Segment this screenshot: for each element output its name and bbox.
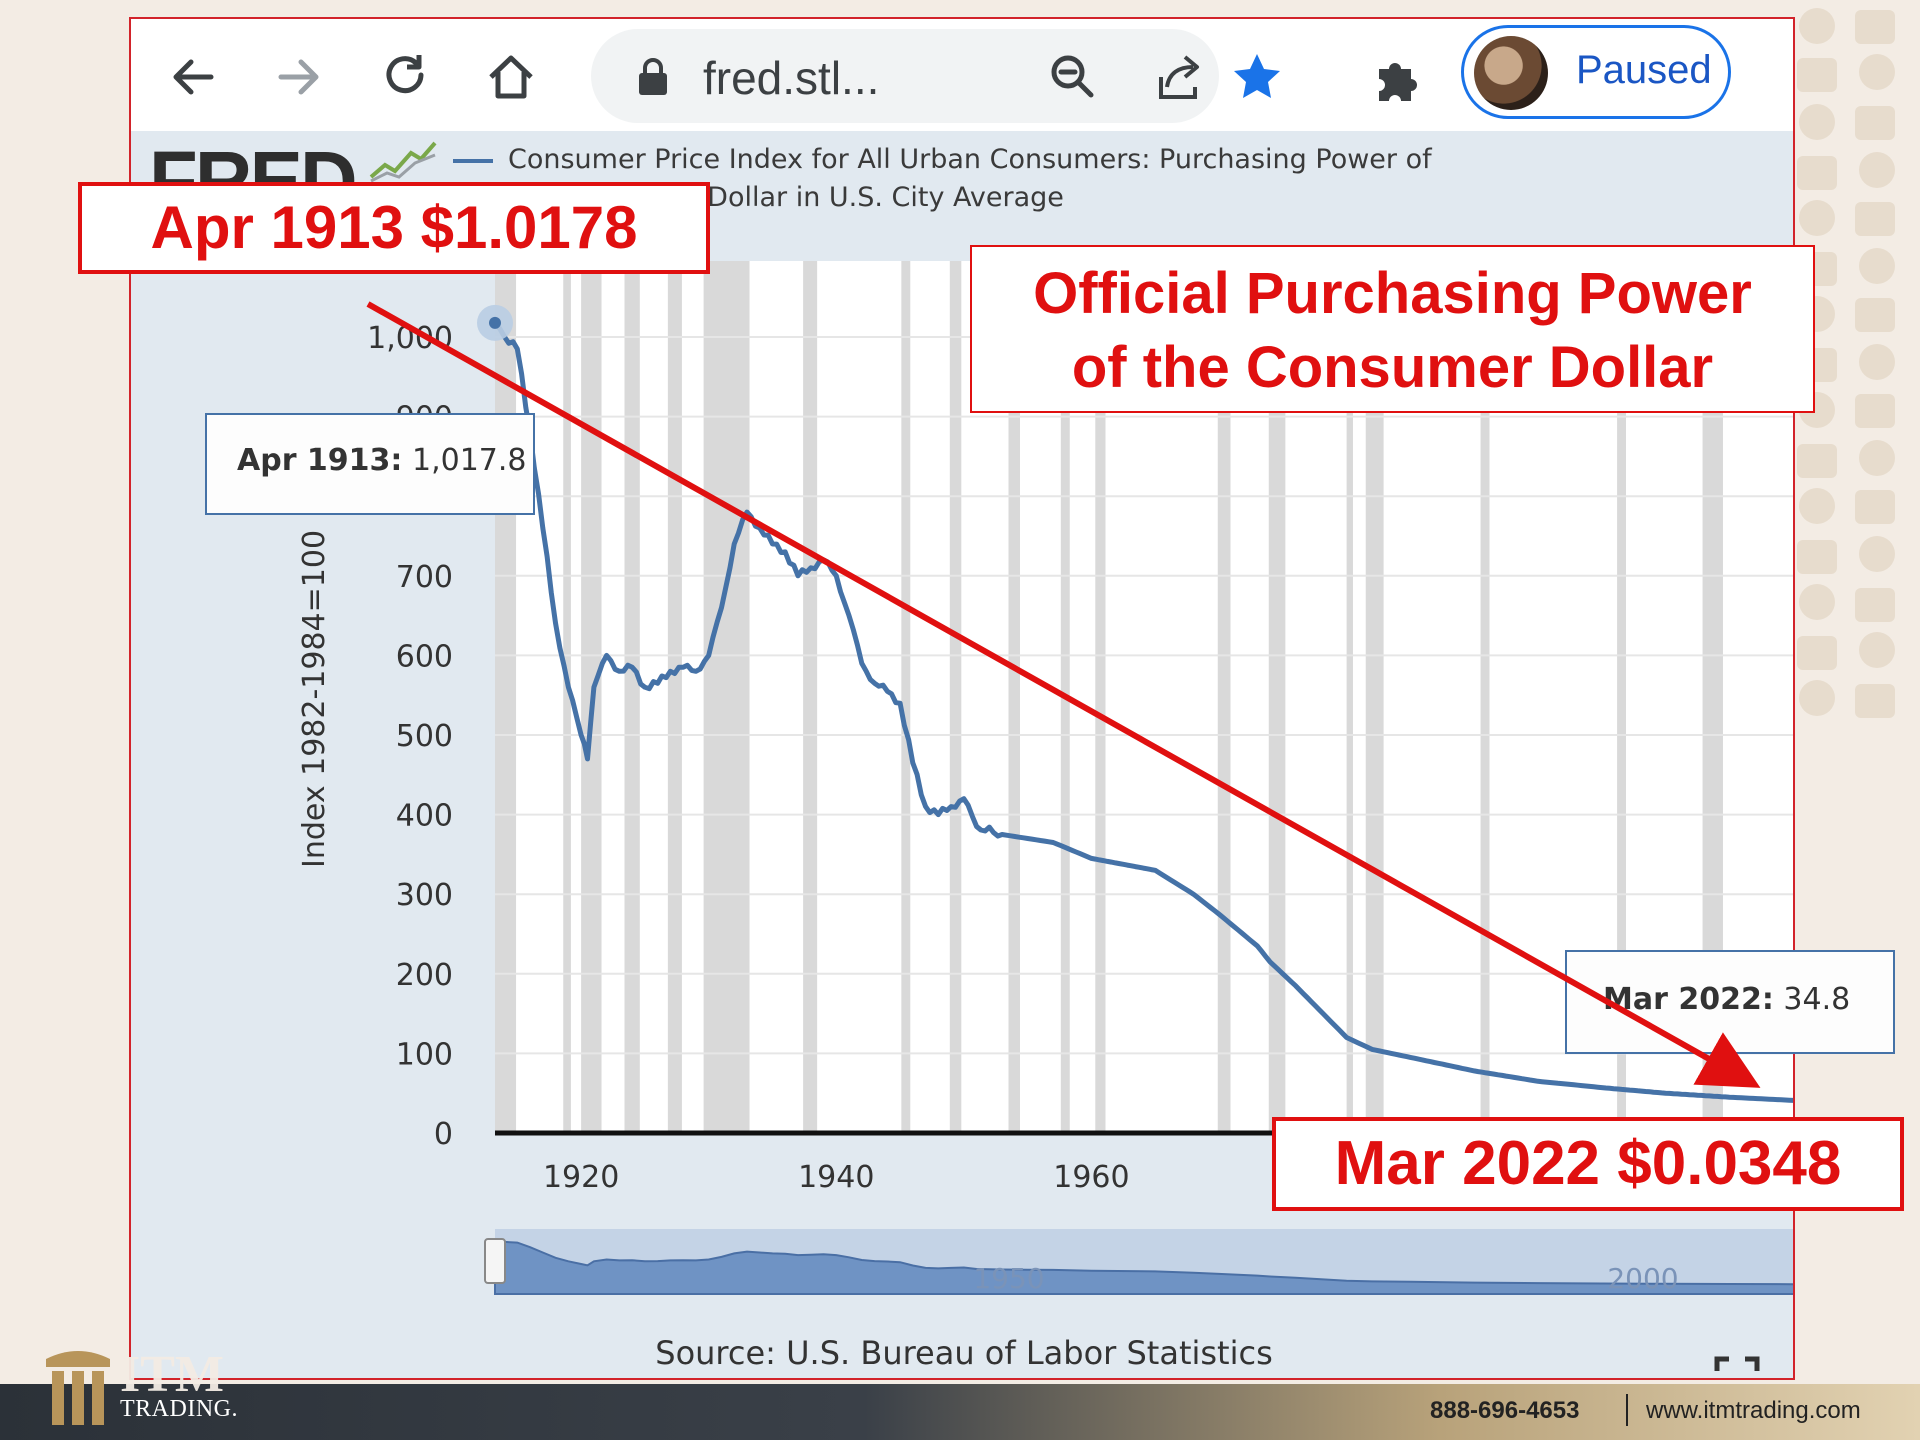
chart-source: Source: U.S. Bureau of Labor Statistics (655, 1334, 1273, 1372)
extensions-icon[interactable] (1369, 49, 1425, 105)
recession-bar (703, 261, 750, 1133)
footer-separator (1626, 1394, 1628, 1426)
legend-swatch (453, 159, 493, 163)
home-icon[interactable] (483, 49, 539, 105)
y-tick-label: 1,000 (367, 321, 453, 356)
footer-website[interactable]: www.itmtrading.com (1646, 1397, 1861, 1424)
url-text[interactable]: fred.stl... (703, 52, 880, 104)
tooltip-start-value: 1,017.8 (411, 443, 527, 478)
navigator-label: 1950 (973, 1262, 1044, 1295)
itm-brand: ITM TRADING. (120, 1346, 238, 1423)
y-tick-label: 200 (396, 958, 453, 993)
x-tick-label: 1920 (543, 1160, 619, 1195)
y-axis-label: Index 1982-1984=100 (297, 530, 332, 868)
recession-bar (495, 261, 517, 1133)
y-tick-label: 500 (396, 719, 453, 754)
recession-bar (803, 261, 818, 1133)
x-tick-label: 1960 (1053, 1160, 1129, 1195)
headline-line-1: Official Purchasing Power (1033, 261, 1752, 326)
fullscreen-icon[interactable] (1713, 1355, 1761, 1380)
tooltip-start: Apr 1913: 1,017.8 (205, 413, 535, 515)
fred-logo-icon (369, 141, 437, 183)
forward-arrow-icon[interactable] (271, 49, 327, 105)
bookmark-star-icon[interactable] (1229, 49, 1285, 105)
profile-status: Paused (1576, 48, 1712, 92)
navigator-series (494, 1240, 1793, 1295)
back-arrow-icon[interactable] (165, 49, 221, 105)
y-tick-label: 600 (396, 639, 453, 674)
headline-line-2: of the Consumer Dollar (1071, 335, 1714, 400)
itm-brand-sub: TRADING. (120, 1396, 238, 1422)
y-tick-label: 300 (396, 878, 453, 913)
lock-icon[interactable] (631, 55, 675, 99)
start-point (489, 316, 501, 329)
recession-bar (901, 261, 911, 1133)
start-value-callout: Apr 1913 $1.0178 (78, 182, 710, 274)
avatar (1474, 36, 1548, 110)
tooltip-end-label: Mar 2022: (1603, 982, 1774, 1017)
zoom-out-icon[interactable] (1047, 51, 1097, 101)
tooltip-start-label: Apr 1913: (237, 443, 403, 478)
browser-toolbar: fred.stl... Paused (131, 19, 1793, 131)
recession-bar (949, 261, 962, 1133)
decorative-pattern (1797, 8, 1895, 718)
end-value-callout: Mar 2022 $0.0348 (1272, 1117, 1904, 1211)
y-tick-label: 700 (396, 560, 453, 595)
tooltip-end: Mar 2022: 34.8 (1565, 950, 1895, 1054)
x-tick-label: 1940 (798, 1160, 874, 1195)
menu-icon[interactable] (1781, 49, 1793, 105)
recession-bar (624, 261, 640, 1133)
profile-paused-button[interactable]: Paused (1461, 25, 1731, 119)
headline-callout: Official Purchasing Power of the Consume… (970, 245, 1815, 413)
y-tick-label: 0 (434, 1117, 453, 1152)
itm-brand-name: ITM (120, 1346, 224, 1403)
y-tick-label: 100 (396, 1037, 453, 1072)
footer-bar (0, 1384, 1920, 1440)
footer-phone[interactable]: 888-696-4653 (1430, 1397, 1580, 1424)
recession-bar (667, 261, 682, 1133)
navigator-label: 2000 (1607, 1262, 1678, 1295)
itm-logo-icon (46, 1351, 110, 1425)
tooltip-end-value: 34.8 (1783, 982, 1851, 1017)
y-tick-label: 400 (396, 799, 453, 834)
reload-icon[interactable] (377, 49, 433, 105)
share-icon[interactable] (1153, 51, 1205, 103)
address-bar[interactable]: fred.stl... (591, 29, 1219, 123)
navigator-handle[interactable] (484, 1238, 506, 1284)
